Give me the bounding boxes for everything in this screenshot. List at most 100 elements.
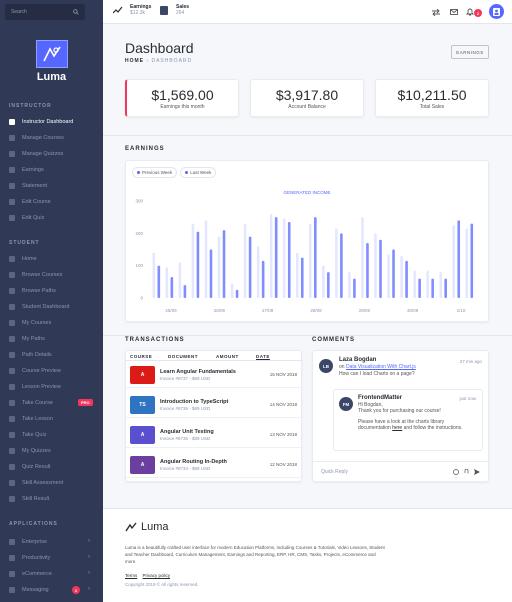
sidebar-item-skill-result[interactable]: Skill Result — [9, 493, 99, 505]
quick-reply-input[interactable]: Quick Reply — [321, 468, 348, 475]
bar-previous-week[interactable] — [287, 222, 291, 298]
sidebar-item-home[interactable]: Home — [9, 253, 99, 265]
sidebar-item-earnings[interactable]: Earnings — [9, 164, 99, 176]
bar-previous-week[interactable] — [470, 223, 474, 298]
col-document[interactable]: DOCUMENT — [168, 354, 198, 359]
bar-last-week[interactable] — [374, 233, 377, 298]
legend-last-week[interactable]: Last Week — [180, 167, 217, 178]
sidebar-item-instructor-dashboard[interactable]: Instructor Dashboard — [9, 116, 99, 128]
sidebar-item-edit-quiz[interactable]: Edit Quiz — [9, 212, 99, 224]
bell-icon[interactable] — [466, 8, 474, 16]
sidebar-item-my-paths[interactable]: My Paths — [9, 333, 99, 345]
bar-last-week[interactable] — [387, 254, 390, 298]
bar-last-week[interactable] — [269, 213, 273, 298]
bar-last-week[interactable] — [178, 262, 182, 298]
bar-last-week[interactable] — [256, 246, 260, 298]
sidebar-item-take-course[interactable]: Take Course — [9, 397, 99, 409]
sidebar-item-ecommerce[interactable]: eCommerce — [9, 568, 99, 580]
earnings-button[interactable]: EARNINGS — [451, 45, 489, 59]
bar-last-week[interactable] — [361, 217, 364, 298]
privacy-link[interactable]: Privacy policy — [142, 573, 171, 578]
comment-author[interactable]: FrontendMatter — [358, 395, 402, 401]
bar-last-week[interactable] — [230, 283, 234, 298]
bar-last-week[interactable] — [335, 228, 338, 298]
bar-last-week[interactable] — [295, 252, 299, 298]
brand[interactable]: Luma — [0, 40, 103, 83]
bar-previous-week[interactable] — [183, 285, 187, 298]
earnings-stat[interactable]: Earnings $12.3k — [113, 4, 151, 16]
bar-previous-week[interactable] — [261, 260, 265, 298]
user-avatar[interactable] — [489, 4, 504, 19]
swap-icon[interactable] — [432, 9, 440, 16]
search-input[interactable]: Search — [11, 9, 27, 15]
search-box[interactable]: Search — [5, 4, 85, 20]
bar-last-week[interactable] — [322, 265, 325, 298]
comment-course-link[interactable]: Data Visualization With Chart.js — [345, 364, 416, 370]
col-course[interactable]: COURSE — [130, 354, 153, 359]
sidebar-item-manage-courses[interactable]: Manage Courses — [9, 132, 99, 144]
breadcrumb-home[interactable]: HOME — [125, 58, 144, 64]
bar-previous-week[interactable] — [431, 278, 434, 298]
reply-here-link[interactable]: here — [392, 425, 403, 431]
bar-previous-week[interactable] — [379, 239, 382, 298]
sidebar-item-skill-assessment[interactable]: Skill Assessment — [9, 477, 99, 489]
sidebar-item-manage-quizzes[interactable]: Manage Quizzes — [9, 148, 99, 160]
bar-previous-week[interactable] — [418, 278, 421, 298]
table-row[interactable]: A Angular Unit Testing Invoice #8735 - $89… — [126, 422, 301, 448]
terms-link[interactable]: Terms — [125, 573, 138, 578]
course-title[interactable]: Introduction to TypeScript — [160, 398, 229, 405]
bar-last-week[interactable] — [452, 225, 456, 298]
bar-previous-week[interactable] — [340, 233, 343, 298]
legend-previous-week[interactable]: Previous Week — [132, 167, 178, 178]
bar-previous-week[interactable] — [314, 217, 317, 298]
bar-last-week[interactable] — [204, 220, 208, 298]
sidebar-item-my-quizzes[interactable]: My Quizzes — [9, 445, 99, 457]
sidebar-item-browse-courses[interactable]: Browse Courses — [9, 269, 99, 281]
bar-previous-week[interactable] — [248, 236, 252, 298]
bar-previous-week[interactable] — [366, 243, 369, 298]
sidebar-item-my-courses[interactable]: My Courses — [9, 317, 99, 329]
col-amount[interactable]: AMOUNT — [216, 354, 239, 359]
sales-stat[interactable]: Sales 264 — [160, 4, 189, 16]
bar-last-week[interactable] — [426, 270, 429, 298]
footer-brand[interactable]: Luma — [125, 521, 169, 533]
mail-icon[interactable] — [450, 9, 458, 15]
sidebar-item-take-lesson[interactable]: Take Lesson — [9, 413, 99, 425]
course-title[interactable]: Learn Angular Fundamentals — [160, 368, 236, 375]
sidebar-item-browse-paths[interactable]: Browse Paths — [9, 285, 99, 297]
sidebar-item-edit-course[interactable]: Edit Course — [9, 196, 99, 208]
sidebar-item-productivity[interactable]: Productivity — [9, 552, 99, 564]
table-row[interactable]: TS Introduction to TypeScript Invoice #873… — [126, 392, 301, 418]
bar-last-week[interactable] — [191, 223, 195, 298]
emoji-icon[interactable] — [453, 468, 459, 475]
bar-previous-week[interactable] — [157, 265, 161, 298]
bar-previous-week[interactable] — [300, 257, 304, 298]
bar-previous-week[interactable] — [170, 276, 174, 298]
bar-last-week[interactable] — [439, 272, 442, 298]
bar-previous-week[interactable] — [457, 220, 461, 298]
table-row[interactable]: A Learn Angular Fundamentals Invoice #8737… — [126, 362, 301, 388]
bar-previous-week[interactable] — [444, 278, 447, 298]
bar-last-week[interactable] — [348, 272, 351, 298]
bar-previous-week[interactable] — [222, 230, 226, 298]
sidebar-item-take-quiz[interactable]: Take Quiz — [9, 429, 99, 441]
course-title[interactable]: Angular Routing In-Depth — [160, 458, 227, 465]
send-icon[interactable] — [474, 468, 480, 475]
bar-last-week[interactable] — [413, 270, 416, 298]
bar-last-week[interactable] — [152, 252, 156, 298]
bar-previous-week[interactable] — [274, 217, 278, 298]
sidebar-item-course-preview[interactable]: Course Preview — [9, 365, 99, 377]
bar-last-week[interactable] — [243, 223, 247, 298]
table-row[interactable]: A Angular Routing In-Depth Invoice #8734 -… — [126, 452, 301, 478]
bar-last-week[interactable] — [217, 236, 221, 298]
attachment-icon[interactable] — [464, 468, 469, 475]
sidebar-item-messaging[interactable]: Messaging — [9, 584, 99, 596]
sidebar-item-lesson-preview[interactable]: Lesson Preview — [9, 381, 99, 393]
bar-previous-week[interactable] — [235, 289, 239, 298]
col-date[interactable]: DATE — [256, 354, 270, 359]
bar-last-week[interactable] — [465, 228, 469, 298]
comment-author[interactable]: Laza Bogdan — [339, 357, 377, 363]
course-title[interactable]: Angular Unit Testing — [160, 428, 214, 435]
bar-last-week[interactable] — [309, 223, 312, 298]
bar-previous-week[interactable] — [327, 272, 330, 298]
